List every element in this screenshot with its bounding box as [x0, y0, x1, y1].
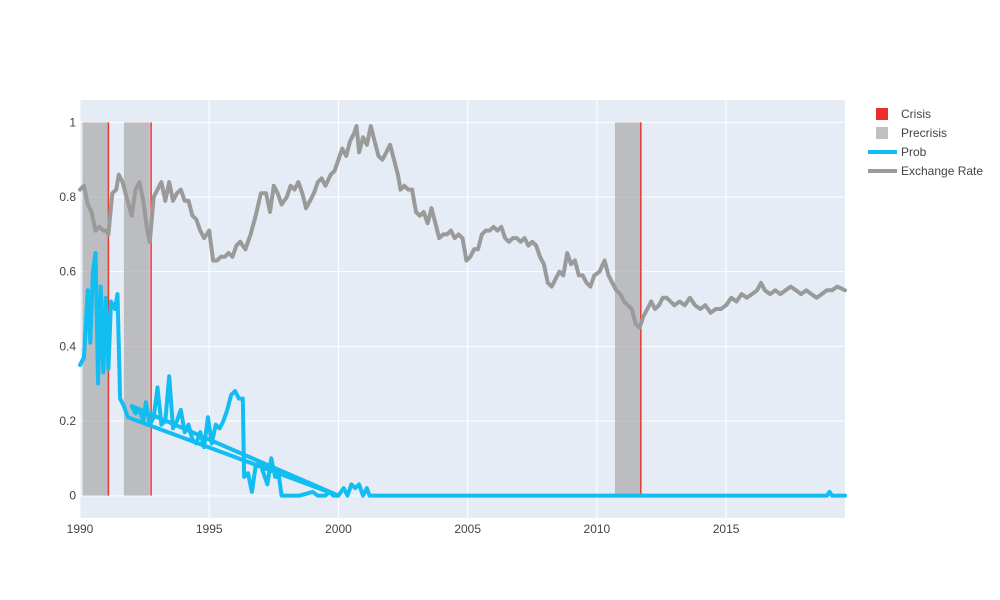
crisis-lines	[107, 122, 642, 496]
legend-swatch-precrisis	[876, 127, 888, 139]
precrisis-band	[123, 122, 150, 496]
y-tick-label: 0.8	[59, 190, 76, 204]
y-tick-label: 0.4	[59, 339, 76, 353]
legend-label-exchange-rate: Exchange Rate	[901, 164, 983, 178]
legend-item-exchange-rate[interactable]: Exchange Rate	[868, 164, 983, 178]
series-line-exchange-rate	[78, 124, 847, 330]
x-tick-label: 2015	[713, 522, 740, 536]
series-line-prob	[78, 251, 847, 498]
legend[interactable]: Crisis Precrisis Prob Exchange Rate	[868, 107, 983, 178]
x-tick-label: 1995	[196, 522, 223, 536]
plot-background	[80, 100, 845, 518]
y-tick-label: 0.2	[59, 414, 76, 428]
x-axis-ticks: 1990 1995 2000 2005 2010 2015	[67, 522, 740, 536]
x-tick-label: 1990	[67, 522, 94, 536]
legend-item-precrisis[interactable]: Precrisis	[876, 126, 947, 140]
y-axis-ticks: 0 0.2 0.4 0.6 0.8 1	[59, 115, 76, 502]
legend-item-prob[interactable]: Prob	[868, 145, 927, 159]
precrisis-band	[614, 122, 641, 496]
legend-item-crisis[interactable]: Crisis	[876, 107, 931, 121]
legend-label-crisis: Crisis	[901, 107, 931, 121]
series-lines	[78, 124, 847, 498]
y-tick-label: 1	[69, 115, 76, 129]
y-tick-label: 0.6	[59, 265, 76, 279]
y-tick-label: 0	[69, 489, 76, 503]
x-tick-label: 2000	[325, 522, 352, 536]
legend-swatch-crisis	[876, 108, 888, 120]
legend-label-prob: Prob	[901, 145, 927, 159]
x-tick-label: 2010	[584, 522, 611, 536]
x-tick-label: 2005	[454, 522, 481, 536]
legend-label-precrisis: Precrisis	[901, 126, 947, 140]
